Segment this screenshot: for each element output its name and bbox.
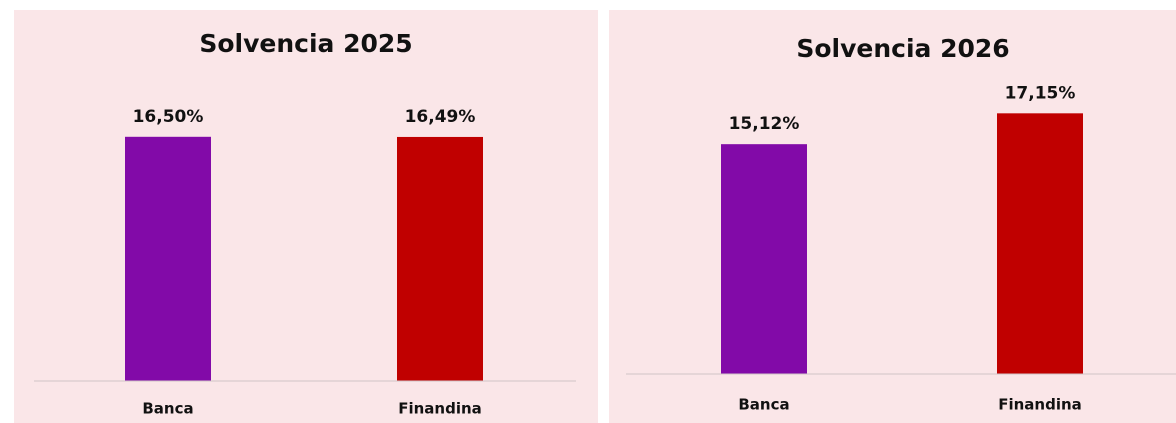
chart-title: Solvencia 2025: [199, 29, 412, 58]
x-tick-label: Banca: [142, 400, 193, 418]
bar: [721, 144, 807, 374]
chart-title: Solvencia 2026: [796, 34, 1009, 63]
panel: [14, 10, 598, 423]
bar: [997, 113, 1083, 374]
data-label: 16,50%: [133, 107, 204, 127]
x-tick-label: Finandina: [398, 400, 482, 418]
data-label: 15,12%: [729, 114, 800, 134]
x-tick-label: Banca: [738, 396, 789, 414]
bar: [397, 136, 483, 381]
x-tick-label: Finandina: [998, 396, 1082, 414]
bar: [125, 136, 211, 381]
data-label: 16,49%: [405, 107, 476, 127]
panel: [609, 10, 1176, 423]
data-label: 17,15%: [1005, 83, 1076, 103]
